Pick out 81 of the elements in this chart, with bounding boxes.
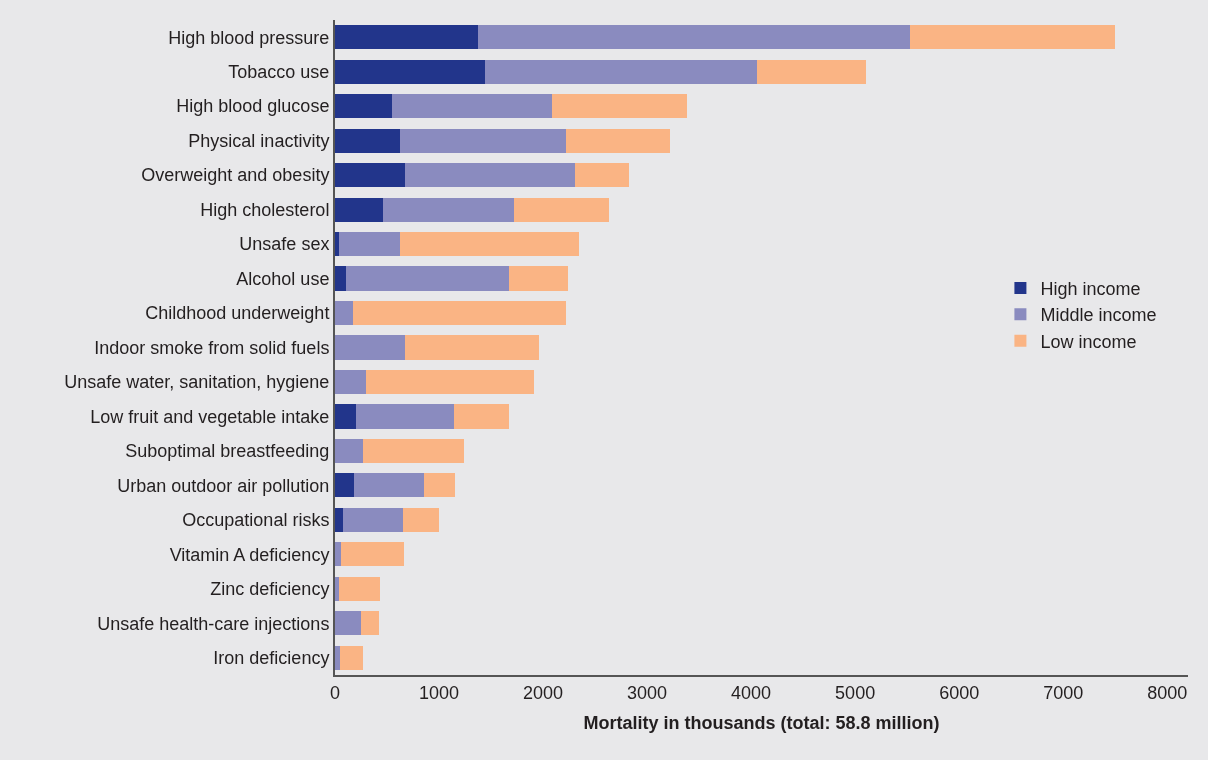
y-tick-label: Tobacco use xyxy=(228,62,330,83)
x-tick-label: 3000 xyxy=(627,682,668,703)
bar xyxy=(382,197,514,222)
y-tick-label: High blood pressure xyxy=(168,27,330,48)
bar xyxy=(404,163,576,188)
bar xyxy=(335,645,341,670)
x-tick-label: 6000 xyxy=(939,682,980,703)
bar xyxy=(335,369,367,395)
x-tick-label: 4000 xyxy=(731,682,772,703)
y-tick-label: Indoor smoke from solid fuels xyxy=(94,337,330,358)
y-tick-label: High cholesterol xyxy=(200,199,330,220)
bar xyxy=(341,542,404,567)
x-tick-label: 0 xyxy=(329,682,341,703)
legend-label: High income xyxy=(1040,278,1141,299)
bar xyxy=(366,369,534,395)
bar xyxy=(335,576,340,601)
bar xyxy=(552,94,687,119)
y-tick-label: Urban outdoor air pollution xyxy=(117,475,330,496)
bar xyxy=(355,404,454,429)
bar xyxy=(404,335,539,360)
bar xyxy=(453,404,509,429)
bar xyxy=(343,507,403,532)
y-tick-label: Alcohol use xyxy=(236,268,330,289)
bar xyxy=(508,266,569,291)
bar xyxy=(335,94,393,119)
y-tick-label: Unsafe water, sanitation, hygiene xyxy=(64,372,330,393)
bar xyxy=(363,438,464,463)
y-tick-label: Vitamin A deficiency xyxy=(169,544,330,565)
bar xyxy=(335,473,354,498)
x-tick-label: 2000 xyxy=(523,682,564,703)
bar xyxy=(335,128,400,153)
bar xyxy=(484,59,758,84)
bar xyxy=(335,507,344,532)
bar xyxy=(477,25,911,50)
y-tick-label: Unsafe sex xyxy=(239,234,330,255)
y-tick-label: Physical inactivity xyxy=(188,130,330,151)
bar xyxy=(339,576,380,601)
y-tick-label: Unsafe health-care injections xyxy=(97,613,330,634)
bar xyxy=(335,232,340,257)
x-tick-label: 7000 xyxy=(1043,682,1084,703)
bar xyxy=(392,94,553,119)
bar xyxy=(335,59,485,84)
x-tick-label: 1000 xyxy=(419,682,460,703)
y-tick-label: Childhood underweight xyxy=(145,303,330,324)
bar xyxy=(424,473,455,498)
bar xyxy=(352,300,566,326)
bar xyxy=(910,25,1116,50)
bar xyxy=(757,59,866,84)
legend-label: Middle income xyxy=(1040,305,1157,326)
y-tick-label: Iron deficiency xyxy=(213,648,330,669)
bar xyxy=(335,25,478,50)
bar xyxy=(335,163,405,188)
y-tick-label: Zinc deficiency xyxy=(210,579,330,600)
bar xyxy=(361,611,379,636)
bar xyxy=(335,335,405,360)
bar xyxy=(335,542,342,567)
bar xyxy=(339,232,400,257)
legend-label: Low income xyxy=(1040,331,1137,352)
bar xyxy=(346,266,509,291)
y-tick-label: Occupational risks xyxy=(182,510,330,531)
bar xyxy=(399,128,566,153)
bar xyxy=(340,645,364,670)
bar xyxy=(335,197,383,222)
bar xyxy=(575,163,630,188)
y-tick-label: Overweight and obesity xyxy=(141,165,330,186)
y-tick-label: Suboptimal breastfeeding xyxy=(125,441,330,462)
bar xyxy=(335,404,356,429)
bar xyxy=(399,232,580,257)
bar xyxy=(353,473,425,498)
bar xyxy=(565,128,670,153)
bar xyxy=(335,300,353,326)
bar xyxy=(335,438,364,463)
bar xyxy=(402,507,440,532)
x-tick-label: 8000 xyxy=(1147,682,1188,703)
y-tick-label: High blood glucose xyxy=(176,96,330,117)
bar xyxy=(335,611,362,636)
bar xyxy=(513,197,609,222)
y-tick-label: Low fruit and vegetable intake xyxy=(90,406,330,427)
x-tick-label: 5000 xyxy=(835,682,876,703)
x-axis-title: Mortality in thousands (total: 58.8 million) xyxy=(583,713,940,734)
bar xyxy=(335,266,347,291)
